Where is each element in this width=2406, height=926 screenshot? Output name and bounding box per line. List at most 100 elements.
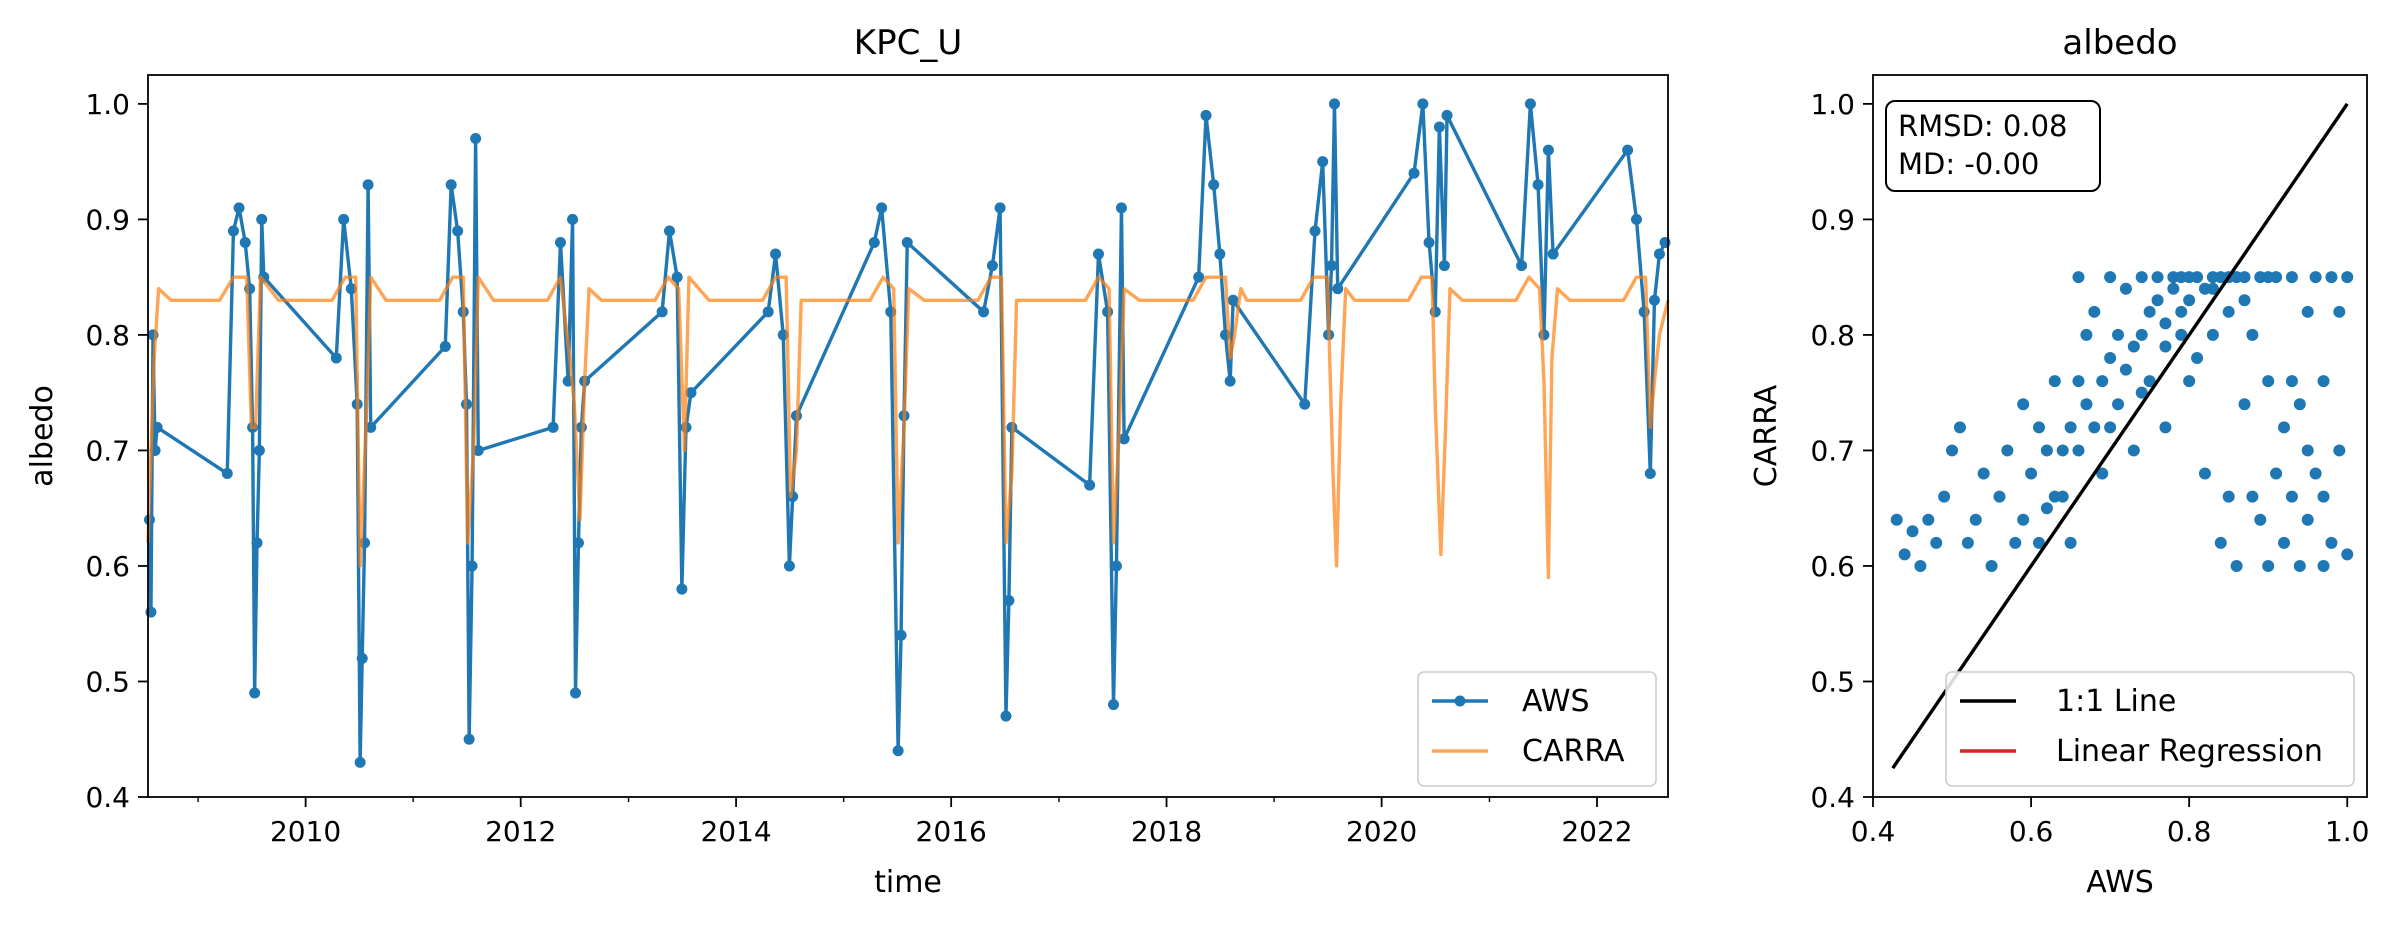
scatter-point (2159, 340, 2172, 353)
scatter-point (2143, 305, 2156, 318)
scatter-point (2254, 513, 2267, 526)
aws-point (547, 421, 559, 433)
aws-point (1326, 260, 1338, 272)
scatter-point (2064, 536, 2077, 549)
scatter-point (2198, 467, 2211, 480)
scatter-point (1969, 513, 1982, 526)
scatter-point (2032, 536, 2045, 549)
aws-point (1200, 109, 1212, 121)
y-tick-label: 0.6 (1810, 550, 1855, 583)
aws-point (1317, 156, 1329, 168)
scatter-point (2222, 305, 2235, 318)
x-tick-label: 2012 (485, 815, 556, 848)
scatter-point (2206, 328, 2219, 341)
scatter-point (2135, 328, 2148, 341)
stats-annotation-box (1885, 100, 2101, 192)
aws-point (1648, 294, 1660, 306)
scatter-point (2127, 340, 2140, 353)
aws-point (876, 202, 888, 214)
y-tick-label: 0.8 (85, 319, 130, 352)
scatter-point (2317, 559, 2330, 572)
aws-point (663, 225, 675, 237)
scatter-point (2032, 421, 2045, 434)
aws-point (365, 421, 377, 433)
aws-point (570, 687, 582, 699)
stats-rmsd: RMSD: 0.08 (1898, 109, 2067, 143)
scatter-legend: 1:1 Line Linear Regression (1945, 671, 2355, 787)
aws-point (572, 537, 584, 549)
x-tick-label: 2010 (270, 815, 341, 848)
scatter-point (2056, 444, 2069, 457)
scatter-point (2072, 271, 2085, 284)
aws-point (1108, 699, 1120, 711)
scatter-point (2246, 490, 2259, 503)
aws-point (1224, 375, 1236, 387)
x-tick-label: 2014 (700, 815, 771, 848)
scatter-y-ticks: 0.4 0.5 0.6 0.7 0.8 0.9 1.0 (1810, 88, 1873, 814)
x-tick-label: 0.6 (2009, 815, 2054, 848)
aws-point (1653, 248, 1665, 260)
aws-point (1438, 260, 1450, 272)
scatter-point (1977, 467, 1990, 480)
x-tick-label: 2018 (1131, 815, 1202, 848)
aws-point (1542, 144, 1554, 156)
scatter-point (2009, 536, 2022, 549)
y-tick-label: 0.9 (1810, 203, 1855, 236)
scatter-point (2309, 271, 2322, 284)
scatter-point (2317, 375, 2330, 388)
scatter-point (1993, 490, 2006, 503)
scatter-point (2293, 398, 2306, 411)
scatter-point (1898, 548, 1911, 561)
timeseries-x-ticks: 2010 2012 2014 2016 2018 2020 2022 (197, 797, 1633, 848)
aws-point (345, 283, 357, 295)
scatter-point (2175, 305, 2188, 318)
aws-point (1532, 179, 1544, 191)
legend-carra-label: CARRA (1522, 734, 1625, 769)
scatter-point (2151, 271, 2164, 284)
timeseries-title: KPC_U (854, 23, 962, 63)
series-carra-line (146, 275, 1670, 580)
scatter-point (2285, 271, 2298, 284)
scatter-point (2096, 467, 2109, 480)
scatter-point (2238, 294, 2251, 307)
scatter-point (1961, 536, 1974, 549)
aws-point (466, 560, 478, 572)
scatter-point (2088, 421, 2101, 434)
aws-point (1441, 109, 1453, 121)
timeseries-panel: KPC_U 2010 2012 2014 2016 2018 2020 2022 0.40.… (25, 23, 1671, 900)
scatter-point (2119, 282, 2132, 295)
legend-aws-label: AWS (1522, 684, 1590, 719)
aws-point (994, 202, 1006, 214)
timeseries-x-axis-label: time (874, 865, 942, 900)
aws-point (1332, 283, 1344, 295)
scatter-point (2017, 398, 2030, 411)
aws-point (901, 237, 913, 249)
scatter-point (2270, 467, 2283, 480)
aws-point (253, 444, 265, 456)
scatter-point (2262, 375, 2275, 388)
aws-point (685, 387, 697, 399)
aws-point (354, 756, 366, 768)
scatter-point (2112, 328, 2125, 341)
scatter-point (2104, 271, 2117, 284)
aws-point (1524, 98, 1536, 110)
y-tick-label: 1.0 (1810, 88, 1855, 121)
x-tick-label: 2020 (1346, 815, 1417, 848)
aws-point (671, 271, 683, 283)
scatter-point (2040, 502, 2053, 515)
aws-point (554, 237, 566, 249)
aws-point (472, 444, 484, 456)
aws-point (1516, 260, 1528, 272)
scatter-plot-area (1890, 102, 2354, 770)
aws-point (151, 421, 163, 433)
scatter-point (2333, 444, 2346, 457)
aws-point (1423, 237, 1435, 249)
scatter-point (2167, 282, 2180, 295)
timeseries-y-axis-label: albedo (25, 385, 60, 487)
scatter-panel: albedo 0.4 0.6 0.8 1.0 0.4 0.5 0.6 0.7 0.8 0.9 1.… (1749, 23, 2370, 900)
scatter-point (2151, 294, 2164, 307)
scatter-point (2214, 536, 2227, 549)
aws-point (762, 306, 774, 318)
timeseries-plot-area (143, 98, 1671, 768)
